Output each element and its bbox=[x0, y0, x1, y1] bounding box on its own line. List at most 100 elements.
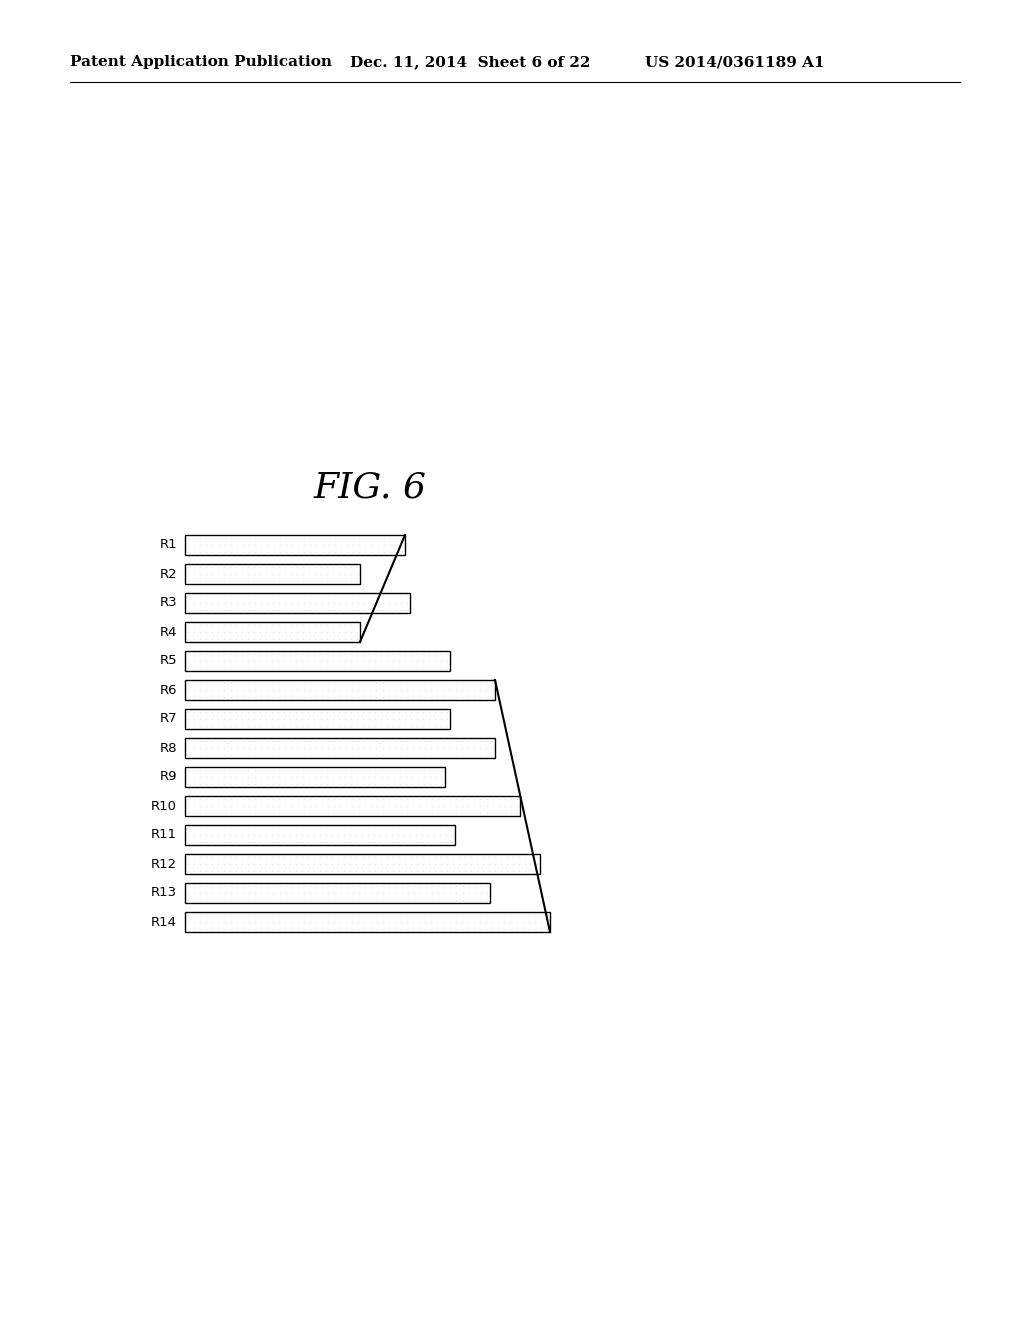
Text: R13: R13 bbox=[151, 887, 177, 899]
Bar bbox=[185, 680, 495, 700]
Point bbox=[396, 701, 413, 722]
Point bbox=[180, 593, 197, 614]
Point bbox=[362, 593, 379, 614]
Point bbox=[387, 586, 403, 607]
Point bbox=[520, 919, 537, 940]
Point bbox=[185, 651, 202, 672]
Point bbox=[398, 680, 415, 701]
Point bbox=[216, 883, 232, 904]
Point bbox=[402, 643, 419, 664]
Point bbox=[313, 672, 330, 693]
Point bbox=[313, 904, 330, 925]
Point bbox=[447, 796, 464, 817]
Point bbox=[539, 919, 555, 940]
Point bbox=[210, 686, 226, 708]
Point bbox=[362, 680, 379, 701]
Point bbox=[308, 796, 325, 817]
Point bbox=[319, 788, 336, 809]
Point bbox=[374, 759, 390, 780]
Point bbox=[258, 622, 274, 643]
Point bbox=[348, 643, 365, 664]
Point bbox=[503, 911, 519, 932]
Point bbox=[509, 788, 525, 809]
Point bbox=[404, 730, 421, 751]
Point bbox=[318, 628, 335, 649]
Point bbox=[331, 759, 347, 780]
Point bbox=[198, 628, 214, 649]
Point bbox=[252, 643, 268, 664]
Point bbox=[216, 570, 232, 591]
Point bbox=[258, 759, 274, 780]
Point bbox=[246, 564, 262, 585]
Point bbox=[369, 730, 385, 751]
Point bbox=[222, 599, 239, 620]
Point bbox=[399, 911, 416, 932]
Point bbox=[319, 730, 336, 751]
Point bbox=[278, 680, 294, 701]
Point bbox=[373, 701, 389, 722]
Point bbox=[241, 875, 257, 896]
Point bbox=[284, 788, 300, 809]
Point bbox=[330, 846, 346, 867]
Point bbox=[399, 796, 416, 817]
Point bbox=[313, 919, 330, 940]
Point bbox=[478, 686, 495, 708]
Point bbox=[295, 730, 311, 751]
Point bbox=[270, 564, 287, 585]
Point bbox=[278, 528, 294, 549]
Point bbox=[343, 759, 359, 780]
Point bbox=[307, 744, 324, 766]
Point bbox=[415, 643, 431, 664]
Point bbox=[423, 911, 439, 932]
Point bbox=[369, 599, 385, 620]
Point bbox=[295, 586, 311, 607]
Point bbox=[460, 680, 476, 701]
Point bbox=[290, 875, 306, 896]
Point bbox=[392, 730, 409, 751]
Point bbox=[381, 875, 397, 896]
Point bbox=[180, 854, 197, 875]
Point bbox=[204, 890, 220, 911]
Point bbox=[307, 774, 324, 795]
Point bbox=[511, 861, 527, 882]
Point bbox=[369, 680, 385, 701]
Point bbox=[337, 759, 353, 780]
Point bbox=[350, 599, 367, 620]
Point bbox=[469, 854, 485, 875]
Point bbox=[369, 738, 385, 759]
Point bbox=[308, 890, 325, 911]
Point bbox=[331, 557, 347, 578]
Point bbox=[216, 680, 232, 701]
Point bbox=[253, 883, 269, 904]
Point bbox=[411, 904, 427, 925]
Point bbox=[523, 854, 540, 875]
Point bbox=[204, 570, 220, 591]
Point bbox=[271, 744, 288, 766]
Point bbox=[252, 715, 268, 737]
Point bbox=[198, 570, 214, 591]
Point bbox=[406, 890, 422, 911]
Point bbox=[490, 788, 507, 809]
Point bbox=[318, 643, 335, 664]
Point bbox=[312, 557, 329, 578]
Point bbox=[301, 767, 317, 788]
Point bbox=[289, 622, 305, 643]
Point bbox=[326, 593, 342, 614]
Point bbox=[354, 825, 371, 846]
Point bbox=[409, 657, 425, 678]
Point bbox=[234, 586, 251, 607]
Point bbox=[204, 614, 220, 635]
Point bbox=[388, 528, 404, 549]
Point bbox=[282, 846, 298, 867]
Point bbox=[333, 883, 349, 904]
Point bbox=[247, 759, 263, 780]
Point bbox=[319, 599, 336, 620]
Point bbox=[427, 861, 443, 882]
Point bbox=[186, 680, 203, 701]
Point bbox=[295, 759, 311, 780]
Point bbox=[428, 767, 444, 788]
Point bbox=[271, 528, 288, 549]
Point bbox=[362, 796, 379, 817]
Point bbox=[390, 701, 407, 722]
Point bbox=[283, 759, 299, 780]
